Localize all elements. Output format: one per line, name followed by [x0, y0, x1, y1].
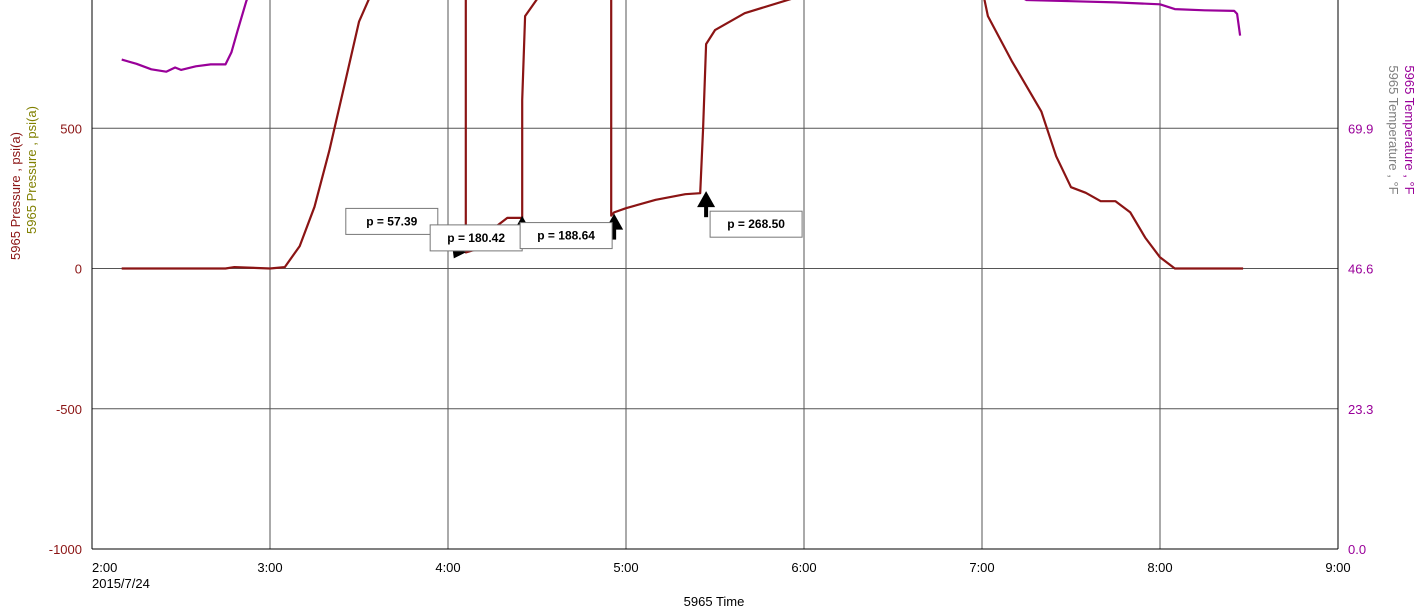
annotation-label: p = 57.39	[366, 214, 417, 228]
y-right-tick-label: 23.3	[1348, 402, 1373, 417]
annotations: p = 57.39 p = 180.42 p = 188.64 p = 268.50	[345, 191, 803, 259]
annotation-label-box	[709, 210, 803, 238]
x-axis-label: 5965 Time	[684, 594, 745, 609]
y-right-axis-label-primary: 5965 Temperature , °F	[1402, 65, 1417, 194]
x-tick-label: 8:00	[1147, 560, 1172, 575]
y-left-axis-label-primary: 5965 Pressure , psi(a)	[8, 132, 23, 260]
grid-lines	[92, 0, 1339, 550]
y-left-tick-label: -500	[56, 402, 82, 417]
x-tick-label: 9:00	[1325, 560, 1350, 575]
annotation-label: p = 268.50	[727, 217, 785, 231]
x-tick-label: 2:00	[92, 560, 117, 575]
y-left-tick-label: -1000	[49, 542, 82, 557]
y-right-tick-label: 69.9	[1348, 121, 1373, 136]
annotation-label-box	[345, 207, 439, 235]
annotation-arrow-head	[697, 191, 716, 208]
y-right-tick-label: 0.0	[1348, 542, 1366, 557]
annotation-label-box	[429, 224, 523, 252]
y-left-tick-label: 0	[75, 262, 82, 277]
x-tick-label: 6:00	[791, 560, 816, 575]
x-tick-label: 5:00	[613, 560, 638, 575]
y-right-tick-label: 46.6	[1348, 262, 1373, 277]
annotation-label: p = 188.64	[537, 229, 595, 243]
annotation-3: p = 188.64	[519, 213, 624, 250]
annotation-2: p = 180.42	[429, 215, 532, 252]
x-axis-date-label: 2015/7/24	[92, 576, 150, 591]
annotation-label-box	[519, 222, 613, 250]
annotation-label: p = 180.42	[447, 231, 505, 245]
axes: 2:00 3:00 4:00 5:00 6:00 7:00 8:00 9:00 -1000 -50…	[49, 0, 1373, 575]
x-tick-label: 3:00	[257, 560, 282, 575]
y-left-axis-label-secondary: 5965 Pressure , psi(a)	[24, 106, 39, 234]
x-tick-label: 4:00	[435, 560, 460, 575]
series-line-5965-pressure	[121, 0, 1244, 270]
y-left-tick-label: 500	[60, 121, 82, 136]
series-lines	[121, 0, 1244, 270]
x-tick-label: 7:00	[969, 560, 994, 575]
annotation-4: p = 268.50	[697, 191, 803, 238]
series-line-5965-temperature	[121, 0, 1242, 73]
y-right-axis-label-secondary: 5965 Temperature , °F	[1386, 65, 1401, 194]
